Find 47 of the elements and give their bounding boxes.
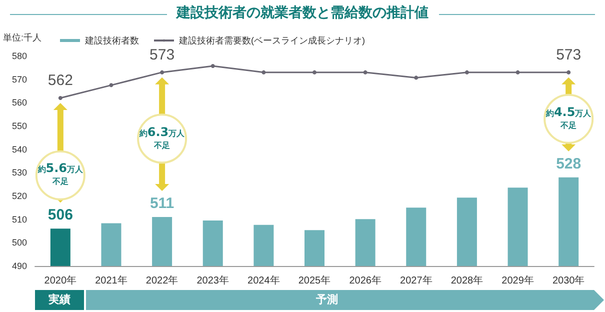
y-tick-label: 580 [12, 51, 27, 61]
x-tick-label: 2028年 [450, 274, 484, 286]
text: 予測 [86, 290, 604, 310]
data-label: 573 [556, 46, 582, 64]
legend-label: 建設技術者数 [84, 36, 139, 46]
point [109, 83, 114, 88]
data-label: 528 [556, 155, 582, 172]
point [210, 64, 215, 68]
data-label: 573 [150, 46, 175, 64]
y-axis-title: 単位:千人 [3, 32, 42, 42]
y-tick-label: 500 [12, 238, 27, 248]
y-tick-label: 490 [12, 261, 27, 271]
y-tick-label: 560 [12, 98, 27, 108]
text: 実績 [35, 290, 84, 310]
y-tick-label: 540 [12, 144, 27, 154]
x-tick-label: 2024年 [248, 274, 280, 286]
point [464, 70, 469, 74]
x-tick-label: 2022年 [146, 274, 178, 286]
x-tick-label: 2027年 [400, 274, 432, 286]
point [262, 70, 266, 74]
data-label: 562 [48, 72, 73, 89]
y-tick-label: 520 [12, 191, 27, 201]
y-tick-label: 530 [12, 168, 27, 178]
data-label: 511 [150, 195, 174, 212]
annotation: 約6.3万人不足 [139, 124, 185, 152]
x-tick-label: 2030年 [552, 274, 585, 286]
point [58, 96, 62, 100]
point [414, 76, 418, 80]
x-tick-label: 2021年 [95, 274, 128, 286]
y-tick-label: 570 [12, 74, 27, 84]
x-tick-label: 2025年 [298, 274, 331, 286]
annotation: 約5.6万人不足 [38, 161, 84, 188]
x-tick-label: 2026年 [349, 274, 382, 286]
point [312, 70, 316, 74]
point [566, 70, 571, 74]
chart-title: 建設技術者の就業者数と需給数の推計値 [166, 5, 438, 21]
point [516, 70, 520, 74]
y-tick-label: 550 [12, 121, 27, 131]
data-label: 506 [48, 206, 73, 224]
point [363, 70, 368, 74]
annotation: 約4.5万人不足 [546, 104, 592, 132]
x-tick-label: 2029年 [502, 274, 534, 286]
x-tick-label: 2023年 [196, 274, 229, 286]
point [160, 70, 164, 74]
y-tick-label: 510 [12, 214, 27, 224]
legend-label: 建設技術者需要数(ベースライン成長シナリオ) [178, 36, 365, 46]
x-tick-label: 2020年 [44, 274, 77, 286]
